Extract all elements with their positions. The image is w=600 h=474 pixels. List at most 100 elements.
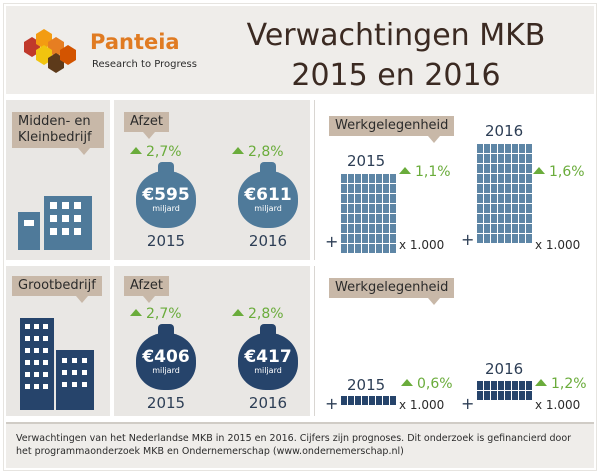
person-icon: [526, 391, 532, 400]
panteia-logo-icon: [24, 29, 76, 73]
gb-werk-2015-year: 2015: [347, 376, 386, 394]
person-icon: [519, 204, 525, 213]
person-icon: [348, 174, 354, 183]
person-icon: [341, 194, 347, 203]
person-icon: [348, 224, 354, 233]
person-icon: [477, 194, 483, 203]
mkb-afzet-2016-year: 2016: [248, 232, 288, 250]
person-icon: [484, 144, 490, 153]
person-icon: [484, 234, 490, 243]
mkb-werk-2015-plus: +: [325, 232, 339, 251]
person-icon: [383, 224, 389, 233]
person-icon: [505, 234, 511, 243]
person-icon: [484, 184, 490, 193]
person-icon: [355, 204, 361, 213]
mkb-category-tag: Midden- en Kleinbedrijf: [12, 112, 104, 155]
person-icon: [383, 244, 389, 253]
title-line-1: Verwachtingen MKB: [246, 18, 546, 53]
up-arrow-icon: [232, 147, 244, 154]
person-icon: [369, 224, 375, 233]
mkb-werk-2015-multiplier: x 1.000: [399, 238, 445, 252]
person-icon: [348, 234, 354, 243]
person-icon: [512, 184, 518, 193]
mkb-werk-tag: Werkgelegenheid: [329, 116, 455, 143]
person-icon: [484, 391, 490, 400]
person-icon: [491, 381, 497, 390]
person-icon: [355, 214, 361, 223]
person-icon: [355, 244, 361, 253]
person-icon: [383, 214, 389, 223]
person-icon: [362, 204, 368, 213]
up-arrow-icon: [399, 167, 411, 174]
person-icon: [526, 154, 532, 163]
gb-afzet-2015-growth: 2,7%: [130, 306, 182, 322]
gb-afzet-2015-unit: miljard: [152, 366, 180, 375]
person-icon: [355, 396, 361, 405]
up-arrow-icon: [401, 379, 413, 386]
person-icon: [390, 234, 396, 243]
person-icon: [362, 244, 368, 253]
gb-werk-2015-multiplier: x 1.000: [399, 398, 445, 412]
gb-afzet-2016-unit: miljard: [254, 366, 282, 375]
gb-werk-2016-year: 2016: [485, 360, 524, 378]
person-icon: [498, 214, 504, 223]
person-icon: [498, 391, 504, 400]
person-icon: [341, 244, 347, 253]
person-icon: [491, 184, 497, 193]
person-icon: [491, 164, 497, 173]
person-icon: [390, 194, 396, 203]
up-arrow-icon: [232, 309, 244, 316]
person-icon: [369, 396, 375, 405]
person-icon: [362, 396, 368, 405]
person-icon: [355, 194, 361, 203]
person-icon: [505, 391, 511, 400]
person-icon: [491, 224, 497, 233]
person-icon: [505, 144, 511, 153]
person-icon: [484, 224, 490, 233]
person-icon: [498, 204, 504, 213]
person-icon: [376, 194, 382, 203]
person-icon: [498, 224, 504, 233]
person-icon: [477, 391, 483, 400]
gb-werk-2016-plus: +: [461, 394, 475, 413]
person-icon: [383, 204, 389, 213]
person-icon: [477, 224, 483, 233]
person-icon: [505, 224, 511, 233]
gb-afzet-2015-amount: €406: [142, 347, 190, 367]
mkb-afzet-2016-amount: €611: [244, 185, 292, 205]
person-icon: [484, 204, 490, 213]
person-icon: [519, 144, 525, 153]
small-business-building-icon: [18, 196, 92, 250]
gb-werk-2016-people: [477, 381, 532, 400]
person-icon: [491, 174, 497, 183]
person-icon: [519, 234, 525, 243]
person-icon: [477, 164, 483, 173]
person-icon: [498, 194, 504, 203]
person-icon: [369, 234, 375, 243]
person-icon: [498, 174, 504, 183]
person-icon: [526, 184, 532, 193]
page-title: Verwachtingen MKB 2015 en 2016: [216, 16, 576, 96]
person-icon: [341, 204, 347, 213]
person-icon: [519, 164, 525, 173]
person-icon: [376, 234, 382, 243]
mkb-werk-2016-year: 2016: [485, 122, 524, 140]
person-icon: [512, 154, 518, 163]
person-icon: [484, 194, 490, 203]
person-icon: [498, 184, 504, 193]
mkb-werk-2016-plus: +: [461, 230, 475, 249]
person-icon: [505, 204, 511, 213]
gb-money-bag-2015: €406 miljard: [136, 324, 196, 390]
person-icon: [519, 194, 525, 203]
person-icon: [362, 184, 368, 193]
gb-money-bag-2016: €417 miljard: [238, 324, 298, 390]
person-icon: [376, 214, 382, 223]
gb-afzet-2015-year: 2015: [146, 394, 186, 412]
person-icon: [491, 214, 497, 223]
person-icon: [355, 184, 361, 193]
person-icon: [512, 214, 518, 223]
person-icon: [484, 174, 490, 183]
person-icon: [477, 214, 483, 223]
person-icon: [526, 214, 532, 223]
person-icon: [341, 234, 347, 243]
